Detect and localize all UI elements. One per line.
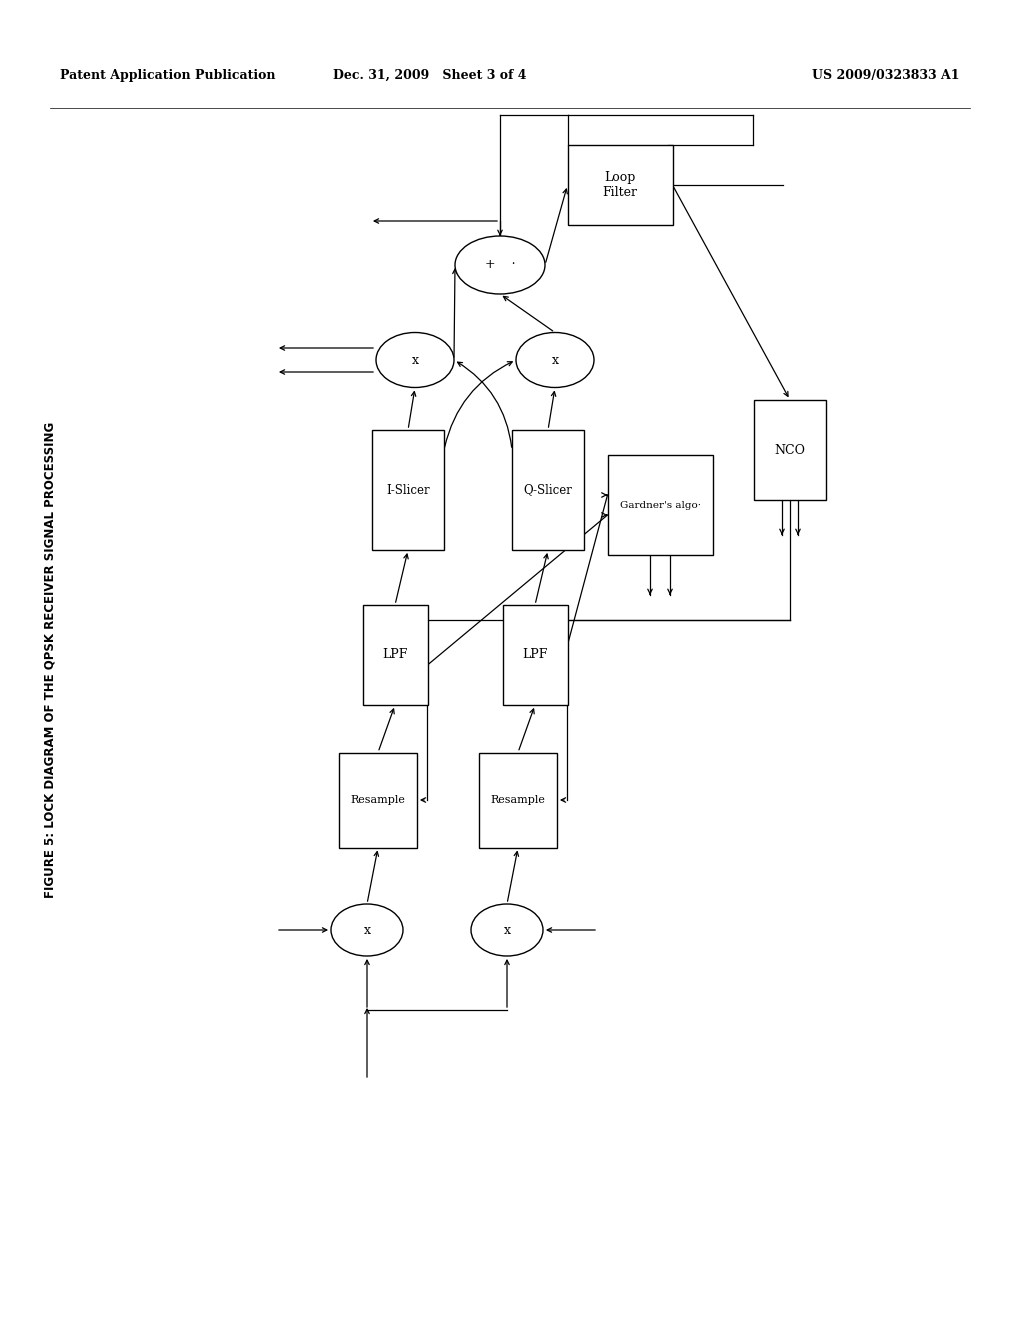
Text: Q-Slicer: Q-Slicer: [523, 483, 572, 496]
Text: x: x: [412, 354, 419, 367]
Text: LPF: LPF: [382, 648, 408, 661]
FancyBboxPatch shape: [607, 455, 713, 554]
FancyBboxPatch shape: [479, 752, 557, 847]
Text: Gardner's algo·: Gardner's algo·: [620, 500, 700, 510]
Text: Resample: Resample: [350, 795, 406, 805]
Text: Loop
Filter: Loop Filter: [602, 172, 638, 199]
Text: I-Slicer: I-Slicer: [386, 483, 430, 496]
Text: Dec. 31, 2009   Sheet 3 of 4: Dec. 31, 2009 Sheet 3 of 4: [333, 69, 526, 82]
Text: FIGURE 5: LOCK DIAGRAM OF THE QPSK RECEIVER SIGNAL PROCESSING: FIGURE 5: LOCK DIAGRAM OF THE QPSK RECEI…: [43, 422, 56, 898]
FancyBboxPatch shape: [503, 605, 567, 705]
Text: NCO: NCO: [774, 444, 806, 457]
FancyBboxPatch shape: [372, 430, 444, 550]
FancyBboxPatch shape: [512, 430, 584, 550]
Ellipse shape: [516, 333, 594, 388]
FancyBboxPatch shape: [339, 752, 417, 847]
Text: US 2009/0323833 A1: US 2009/0323833 A1: [812, 69, 961, 82]
FancyBboxPatch shape: [567, 145, 673, 224]
Ellipse shape: [471, 904, 543, 956]
Text: x: x: [364, 924, 371, 936]
Text: x: x: [552, 354, 558, 367]
Ellipse shape: [455, 236, 545, 294]
Ellipse shape: [331, 904, 403, 956]
Text: +    ·: + ·: [484, 259, 515, 272]
FancyBboxPatch shape: [754, 400, 826, 500]
Ellipse shape: [376, 333, 454, 388]
Text: Resample: Resample: [490, 795, 546, 805]
FancyBboxPatch shape: [362, 605, 427, 705]
Text: LPF: LPF: [522, 648, 548, 661]
Text: Patent Application Publication: Patent Application Publication: [60, 69, 275, 82]
Text: x: x: [504, 924, 511, 936]
